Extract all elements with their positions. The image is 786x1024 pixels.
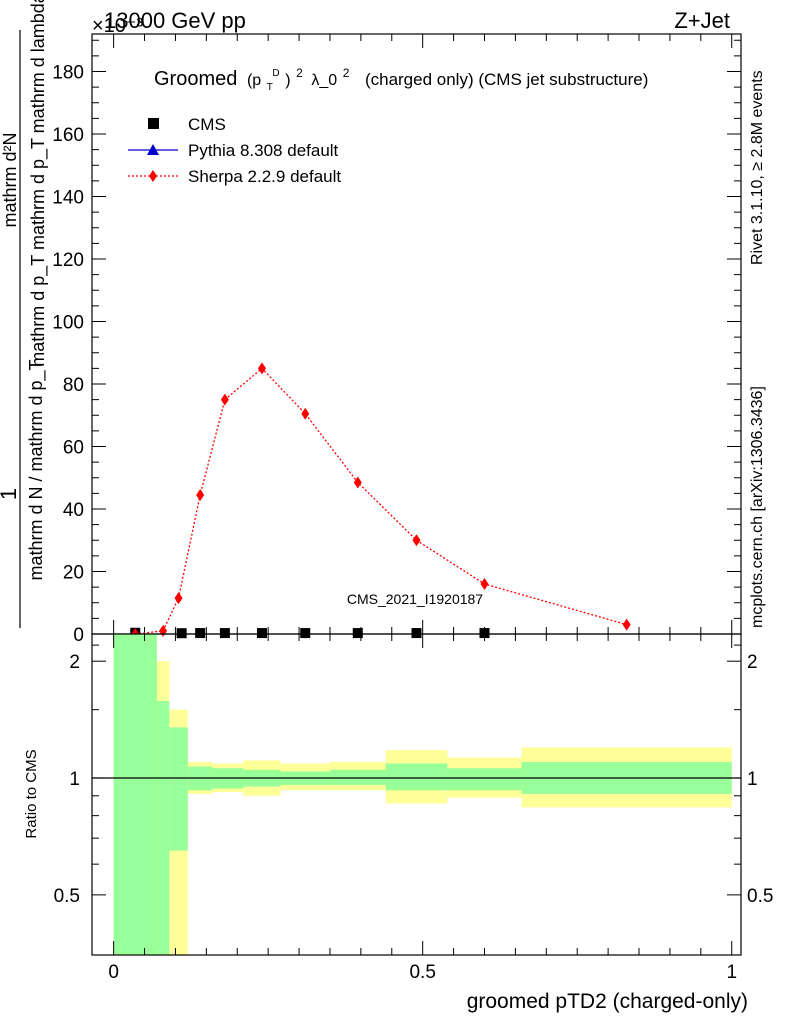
header-process: Z+Jet — [674, 8, 730, 33]
sherpa-point — [622, 618, 631, 631]
ratio-ytick-label: 2 — [69, 652, 80, 673]
mcplots-label: mcplots.cern.ch [arXiv:1306.3436] — [749, 386, 766, 628]
ratio-ticks: 0.5 0.5 1 1 2 2 0 0.5 1 — [54, 634, 773, 983]
legend-sherpa-marker — [149, 170, 157, 182]
legend-pythia-marker — [147, 144, 159, 155]
ratio-band-green — [447, 768, 522, 791]
main-ytick-label: 120 — [52, 250, 84, 271]
sherpa-point — [412, 534, 421, 547]
title-sup-d: D — [272, 68, 279, 79]
ratio-xtick-label: 1 — [726, 962, 737, 983]
rivet-label: Rivet 3.1.10, ≥ 2.8M events — [749, 70, 766, 265]
title-close: ) — [285, 72, 290, 89]
ratio-bands — [92, 634, 741, 955]
main-ytick-label: 60 — [63, 438, 84, 459]
main-ytick-label: 140 — [52, 188, 84, 209]
ratio-ytick-label-right: 2 — [747, 652, 758, 673]
ratio-band-green — [156, 700, 170, 955]
ratio-ytick-label: 0.5 — [54, 886, 80, 907]
legend-cms-marker — [148, 118, 159, 129]
legend-label: CMS — [188, 115, 226, 134]
main-ylabel: 1 mathrm d N / mathrm d p_T mathrm d²N m… — [0, 0, 49, 628]
main-ytick-label: 160 — [52, 125, 84, 146]
ratio-band-green — [385, 763, 448, 791]
legend-label: Sherpa 2.2.9 default — [188, 167, 341, 186]
ratio-ytick-label-right: 0.5 — [747, 886, 773, 907]
sherpa-point — [174, 592, 183, 605]
cms-point — [176, 628, 187, 639]
ylabel-prefix-den: mathrm d N / mathrm d p_T — [26, 359, 47, 580]
main-ytick-label: 80 — [63, 375, 84, 396]
sherpa-point — [353, 476, 362, 489]
legend: CMS Pythia 8.308 default Sherpa 2.2.9 defa… — [128, 115, 341, 186]
ratio-xlabel: groomed pTD2 (charged-only) — [467, 990, 748, 1013]
title-sup-2b: 2 — [343, 66, 350, 80]
sherpa-point — [196, 488, 205, 501]
header-energy: 13000 GeV pp — [104, 8, 246, 33]
ratio-ylabel: Ratio to CMS — [23, 749, 40, 838]
ratio-ytick-label: 1 — [69, 769, 80, 790]
cms-point — [195, 628, 206, 639]
sherpa-point — [220, 393, 229, 406]
title-sup-2a: 2 — [296, 66, 303, 80]
ratio-band-green — [113, 634, 157, 955]
cms-point — [256, 628, 267, 639]
main-ytick-label: 20 — [63, 563, 84, 584]
sherpa-point — [159, 624, 168, 637]
cms-point — [479, 628, 490, 639]
ratio-band-green — [169, 727, 188, 851]
ratio-band-green — [329, 769, 386, 785]
ratio-frame — [91, 633, 742, 956]
watermark: CMS_2021_I1920187 — [347, 591, 483, 607]
sherpa-point — [257, 362, 266, 375]
title-rest: λ_0 — [311, 72, 337, 89]
chart-title: Groomed (p T D ) 2 λ_0 2 (charged only) … — [154, 59, 648, 95]
main-ytick-label: 40 — [63, 500, 84, 521]
title-sub-t: T — [267, 82, 273, 93]
ratio-xtick-label: 0.5 — [409, 962, 435, 983]
main-ytick-label: 0 — [73, 625, 84, 646]
cms-point — [219, 628, 230, 639]
ylabel-prefix-num: 1 — [0, 488, 21, 500]
cms-point — [411, 628, 422, 639]
sherpa-point — [480, 578, 489, 590]
cms-point — [352, 628, 363, 639]
legend-label: Pythia 8.308 default — [188, 141, 339, 160]
title-suffix: (charged only) (CMS jet substructure) — [365, 70, 648, 89]
ylabel-num: mathrm d²N — [0, 132, 20, 227]
ylabel-den: mathrm d p_T mathrm d p_T mathrm d lambd… — [28, 0, 49, 367]
main-ytick-label: 180 — [52, 63, 84, 84]
main-ytick-label: 100 — [52, 313, 84, 334]
cms-point — [300, 628, 311, 639]
title-main: Groomed — [154, 68, 237, 90]
sherpa-point — [301, 407, 310, 420]
title-formula: (p — [247, 72, 261, 89]
ratio-xtick-label: 0 — [108, 962, 119, 983]
header-exponent: ×10⁻³ — [92, 15, 143, 37]
ratio-ytick-label-right: 1 — [747, 769, 758, 790]
